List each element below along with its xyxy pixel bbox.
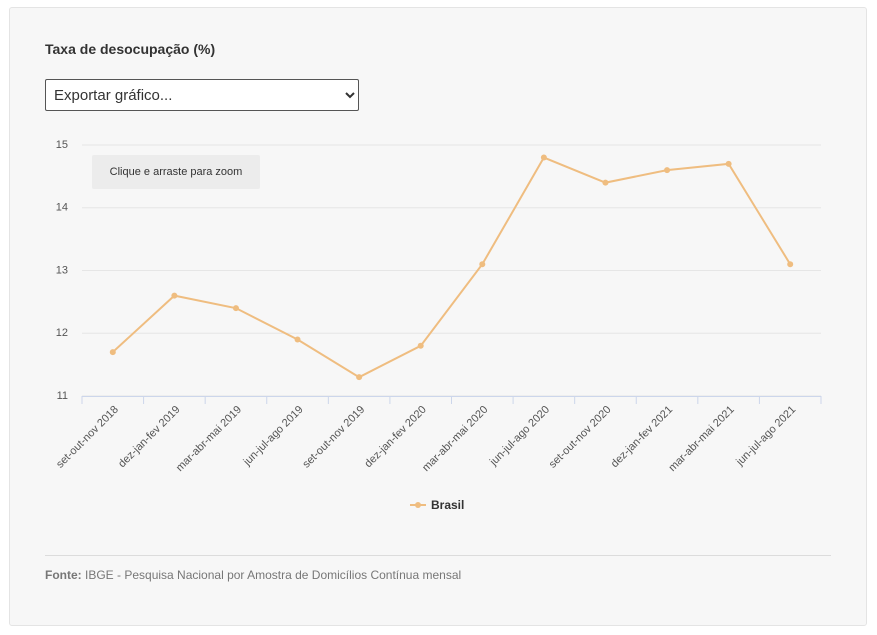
y-tick-label: 14 [56, 202, 68, 214]
point [540, 154, 547, 161]
x-tick-label: jun-jul-ago 2019 [241, 404, 306, 469]
source: Fonte: IBGE - Pesquisa Nacional por Amos… [45, 568, 461, 582]
x-tick-label: mar-abr-mai 2020 [420, 404, 490, 474]
x-tick-label: dez-jan-fev 2020 [362, 404, 428, 470]
point [602, 179, 609, 186]
x-tick-label: mar-abr-mai 2019 [174, 404, 244, 474]
x-tick-label: dez-jan-fev 2021 [609, 404, 675, 470]
y-tick-label: 12 [56, 327, 68, 339]
point [479, 261, 486, 268]
x-tick-label: jun-jul-ago 2020 [487, 404, 552, 469]
point [356, 374, 363, 381]
point [417, 342, 424, 349]
point [171, 292, 178, 299]
source-text: IBGE - Pesquisa Nacional por Amostra de … [85, 568, 462, 582]
point [109, 349, 116, 356]
legend-marker [415, 502, 421, 508]
point [725, 160, 732, 167]
x-tick-label: set-out-nov 2018 [54, 404, 121, 471]
point [787, 261, 794, 268]
x-tick-label: dez-jan-fev 2019 [116, 404, 182, 470]
legend-label: Brasil [431, 498, 464, 512]
x-tick-label: set-out-nov 2020 [547, 404, 614, 471]
point [664, 167, 671, 174]
point [294, 336, 301, 343]
y-tick-label: 15 [56, 139, 68, 151]
point [232, 305, 239, 312]
source-label: Fonte: [45, 568, 82, 582]
chart-title: Taxa de desocupação (%) [45, 41, 216, 57]
export-menu[interactable]: Exportar gráfico... [45, 79, 359, 111]
zoom-hint-box [92, 155, 260, 189]
x-tick-label: set-out-nov 2019 [300, 404, 367, 471]
series-line [112, 156, 792, 379]
separator [45, 555, 831, 556]
x-tick-label: mar-abr-mai 2021 [666, 404, 736, 474]
y-tick-label: 11 [57, 390, 68, 402]
x-tick-label: jun-jul-ago 2021 [733, 404, 798, 469]
zoom-hint: Clique e arraste para zoom [110, 166, 243, 178]
y-tick-label: 13 [56, 264, 68, 276]
